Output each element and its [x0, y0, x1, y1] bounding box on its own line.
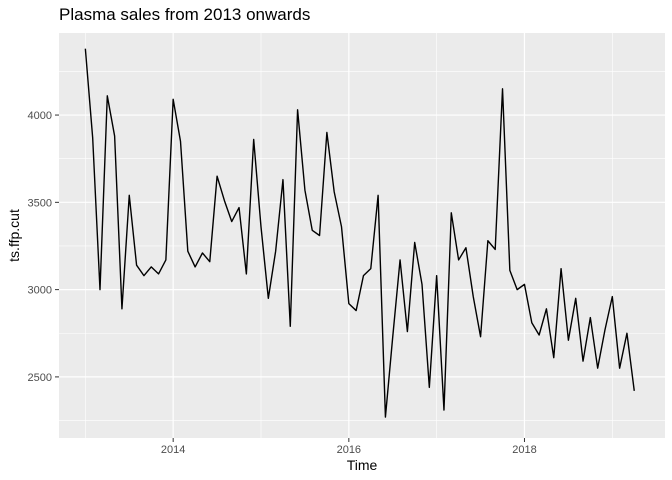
y-tick-label: 2500	[28, 372, 52, 384]
x-axis-title: Time	[347, 457, 378, 473]
y-tick-label: 4000	[28, 110, 52, 122]
y-tick-label: 3500	[28, 197, 52, 209]
major-gridlines	[59, 33, 665, 438]
y-tick-label: 3000	[28, 285, 52, 297]
y-axis: 2500 3000 3500 4000	[28, 110, 59, 384]
x-tick-label: 2014	[161, 444, 185, 456]
x-tick-label: 2018	[512, 444, 536, 456]
y-axis-title: ts.ffp.cut	[6, 209, 22, 262]
series-line	[84, 48, 635, 418]
series-lines	[84, 48, 635, 418]
x-tick-label: 2016	[337, 444, 361, 456]
plot-panel	[59, 33, 665, 438]
minor-gridlines	[59, 33, 665, 438]
chart-title: Plasma sales from 2013 onwards	[59, 5, 310, 24]
x-axis: 2014 2016 2018	[161, 438, 537, 456]
